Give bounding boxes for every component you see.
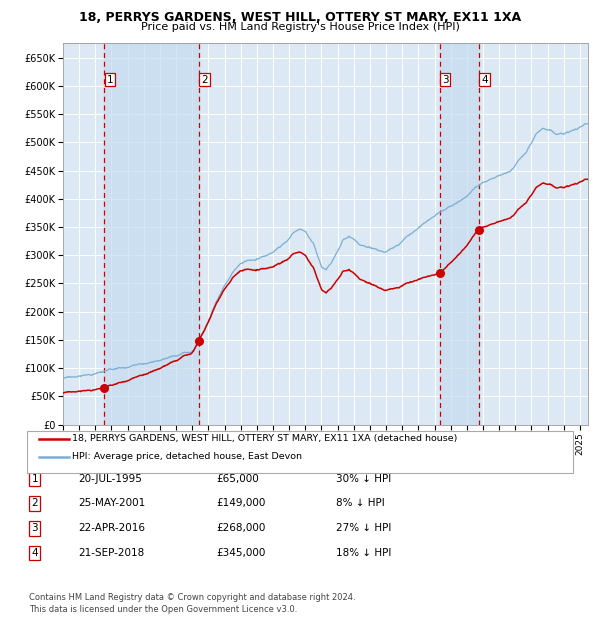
Text: 3: 3 — [31, 523, 38, 533]
Text: £268,000: £268,000 — [216, 523, 265, 533]
Text: 4: 4 — [31, 548, 38, 558]
Text: £65,000: £65,000 — [216, 474, 259, 484]
Text: £345,000: £345,000 — [216, 548, 265, 558]
Text: 3: 3 — [442, 74, 449, 84]
Text: 2: 2 — [201, 74, 208, 84]
Text: 4: 4 — [481, 74, 488, 84]
Text: 18, PERRYS GARDENS, WEST HILL, OTTERY ST MARY, EX11 1XA: 18, PERRYS GARDENS, WEST HILL, OTTERY ST… — [79, 11, 521, 24]
Bar — [440, 43, 479, 425]
Text: Price paid vs. HM Land Registry's House Price Index (HPI): Price paid vs. HM Land Registry's House … — [140, 22, 460, 32]
Text: 20-JUL-1995: 20-JUL-1995 — [78, 474, 142, 484]
Text: 1: 1 — [107, 74, 113, 84]
Text: 30% ↓ HPI: 30% ↓ HPI — [336, 474, 391, 484]
Text: 27% ↓ HPI: 27% ↓ HPI — [336, 523, 391, 533]
Text: 18% ↓ HPI: 18% ↓ HPI — [336, 548, 391, 558]
Text: £149,000: £149,000 — [216, 498, 265, 508]
Text: HPI: Average price, detached house, East Devon: HPI: Average price, detached house, East… — [72, 453, 302, 461]
Text: 1: 1 — [31, 474, 38, 484]
Text: Contains HM Land Registry data © Crown copyright and database right 2024.
This d: Contains HM Land Registry data © Crown c… — [29, 593, 355, 614]
Bar — [104, 43, 199, 425]
Text: 8% ↓ HPI: 8% ↓ HPI — [336, 498, 385, 508]
Text: 22-APR-2016: 22-APR-2016 — [78, 523, 145, 533]
Text: 25-MAY-2001: 25-MAY-2001 — [78, 498, 145, 508]
Text: 18, PERRYS GARDENS, WEST HILL, OTTERY ST MARY, EX11 1XA (detached house): 18, PERRYS GARDENS, WEST HILL, OTTERY ST… — [72, 435, 457, 443]
Text: 2: 2 — [31, 498, 38, 508]
Text: 21-SEP-2018: 21-SEP-2018 — [78, 548, 144, 558]
